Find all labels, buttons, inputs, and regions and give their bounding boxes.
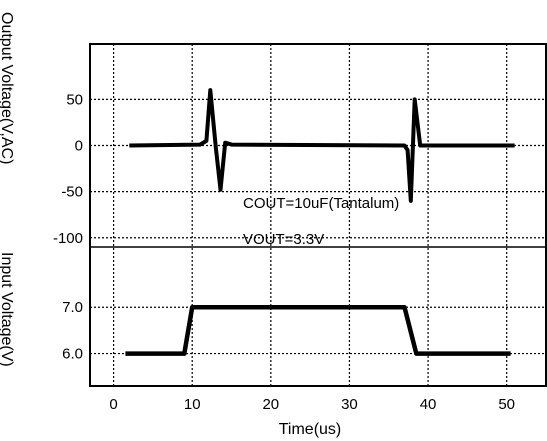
annotation-cout: COUT=10uF(Tantalum) xyxy=(243,195,399,212)
top-y-tick-labels: 50 0 -50 -100 xyxy=(53,91,83,246)
y-tick-label: 6.0 xyxy=(62,346,83,363)
x-tick-label: 40 xyxy=(420,396,437,413)
x-tick-label: 10 xyxy=(184,396,201,413)
top-y-axis-title: Output Voltage(V,AC) xyxy=(0,12,15,164)
x-tick-label: 20 xyxy=(262,396,279,413)
top-panel-grid xyxy=(90,98,546,239)
bottom-panel-grid xyxy=(90,306,546,355)
x-tick-label: 50 xyxy=(498,396,515,413)
vertical-grid xyxy=(112,44,508,386)
plot-frame xyxy=(89,43,547,387)
x-tick-label: 0 xyxy=(109,396,117,413)
y-tick-label: 0 xyxy=(75,138,83,155)
y-tick-label: -100 xyxy=(53,230,83,247)
y-tick-label: 50 xyxy=(66,91,83,108)
y-tick-label: 7.0 xyxy=(62,299,83,316)
input-voltage-series-line xyxy=(125,304,511,356)
x-axis-title: Time(us) xyxy=(279,421,342,438)
annotation-vout: VOUT=3.3V xyxy=(243,231,324,248)
x-tick-labels: 0 10 20 30 40 50 xyxy=(109,396,515,413)
y-tick-label: -50 xyxy=(61,184,83,201)
output-voltage-series-line xyxy=(129,88,515,203)
bottom-y-axis-title: Input Voltage(V) xyxy=(0,252,15,367)
bottom-y-tick-labels: 7.0 6.0 xyxy=(62,299,83,362)
x-tick-label: 30 xyxy=(341,396,358,413)
